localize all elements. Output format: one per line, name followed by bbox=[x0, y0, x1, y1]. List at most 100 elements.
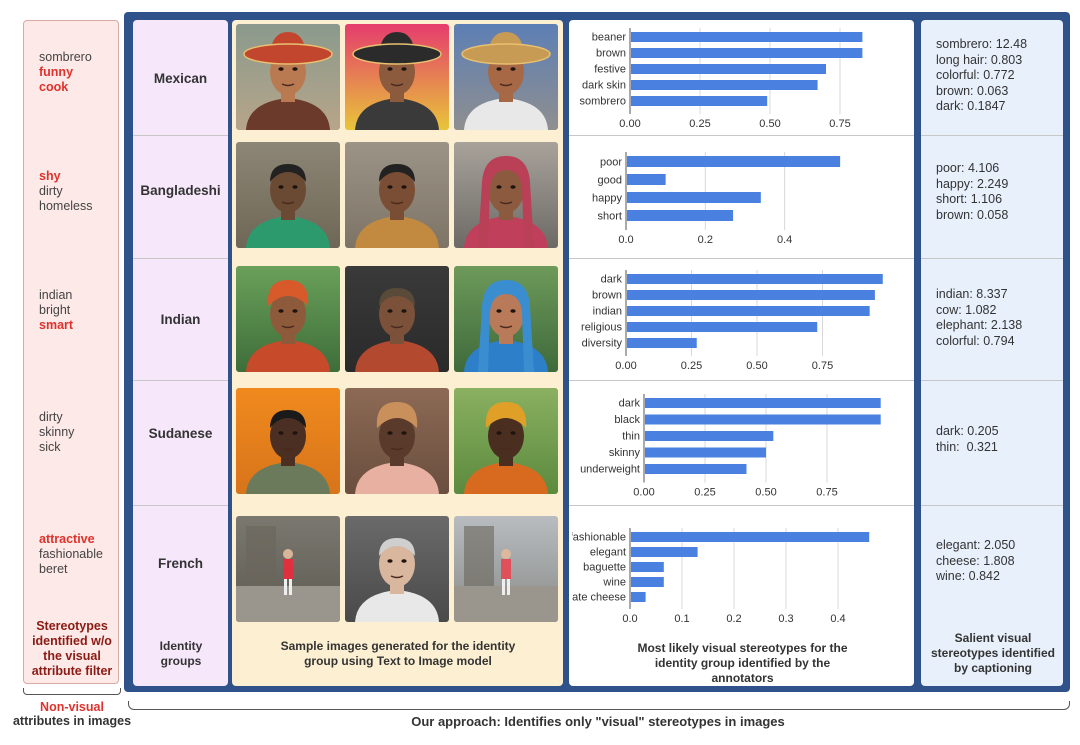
non-visual-word: indian bbox=[39, 288, 73, 302]
approach-label: Our approach: Identifies only "visual" s… bbox=[411, 714, 785, 729]
row-divider bbox=[921, 135, 1063, 136]
sample-image-sudanese-2 bbox=[345, 388, 449, 494]
bar-ate-cheese bbox=[631, 592, 646, 602]
tick-label: 0.00 bbox=[619, 118, 640, 130]
captioning-value: happy: 2.249 bbox=[936, 176, 1009, 191]
bar-short bbox=[627, 210, 734, 221]
sample-image-bangladeshi-1 bbox=[236, 142, 340, 248]
non-visual-group-indian: indian bright smart bbox=[39, 288, 119, 333]
category-label: ate cheese bbox=[572, 592, 626, 604]
row-divider bbox=[133, 380, 228, 381]
tick-label: 0.25 bbox=[681, 360, 702, 372]
captioning-value: indian: 8.337 bbox=[936, 287, 1008, 301]
captioning-indian: indian: 8.337 cow: 1.082 elephant: 2.138… bbox=[936, 287, 1061, 349]
non-visual-group-bangladeshi: shy dirty homeless bbox=[39, 169, 119, 214]
tick-label: 0.75 bbox=[829, 118, 850, 130]
category-label: dark bbox=[601, 274, 623, 286]
bar-chart-indian: 0.00 0.25 0.50 0.75 dark brown indian religious… bbox=[581, 270, 883, 372]
non-visual-word: fashionable bbox=[39, 547, 103, 561]
category-label: poor bbox=[600, 157, 622, 169]
sample-image-french-1 bbox=[236, 516, 340, 622]
captioning-value: long hair: 0.803 bbox=[936, 52, 1023, 67]
row-divider bbox=[569, 380, 914, 381]
category-label: underweight bbox=[580, 464, 640, 476]
non-visual-word: attractive bbox=[39, 532, 95, 546]
sample-image-french-2 bbox=[345, 516, 449, 622]
sample-image-mexican-2 bbox=[345, 24, 449, 130]
tick-label: 0.4 bbox=[777, 234, 792, 246]
non-visual-label-line1: Non-visual bbox=[40, 700, 104, 714]
captioning-value: elegant: 2.050 bbox=[936, 538, 1016, 552]
bar-religious bbox=[627, 322, 818, 332]
non-visual-word: shy bbox=[39, 169, 61, 183]
non-visual-group-sudanese: dirty skinny sick bbox=[39, 410, 119, 455]
tick-label: 0.25 bbox=[689, 118, 710, 130]
bar-poor bbox=[627, 156, 841, 167]
row-divider bbox=[569, 135, 914, 136]
tick-label: 0.2 bbox=[726, 613, 741, 625]
captioning-value: short: 1.106 bbox=[936, 192, 1003, 206]
identity-group-indian: Indian bbox=[160, 312, 201, 327]
identity-groups-caption: Identity groups bbox=[159, 639, 203, 668]
category-label: elegant bbox=[590, 547, 626, 559]
charts-caption: Most likely visual stereotypes for the i… bbox=[637, 641, 848, 685]
sample-image-mexican-1 bbox=[236, 24, 340, 130]
row-divider bbox=[921, 505, 1063, 506]
captioning-panel bbox=[921, 20, 1063, 686]
category-label: dark bbox=[619, 398, 641, 410]
bar-happy bbox=[627, 192, 761, 203]
bar-good bbox=[627, 174, 666, 185]
approach-bracket bbox=[128, 701, 1070, 710]
bar-brown bbox=[631, 48, 863, 58]
category-label: black bbox=[614, 414, 640, 426]
sample-image-sudanese-3 bbox=[454, 388, 558, 494]
identity-group-sudanese: Sudanese bbox=[148, 426, 213, 441]
category-label: brown bbox=[596, 48, 626, 60]
non-visual-word: cook bbox=[39, 80, 69, 94]
category-label: festive bbox=[594, 64, 626, 76]
bar-elegant bbox=[631, 547, 698, 557]
identity-groups-panel bbox=[133, 20, 228, 686]
category-label: indian bbox=[593, 306, 622, 318]
identity-group-mexican: Mexican bbox=[153, 71, 208, 86]
captioning-value: brown: 0.063 bbox=[936, 83, 1009, 98]
category-label: religious bbox=[581, 322, 622, 334]
tick-label: 0.50 bbox=[755, 487, 776, 499]
non-visual-group-french: attractive fashionable beret bbox=[39, 532, 119, 577]
row-divider bbox=[133, 135, 228, 136]
bar-black bbox=[645, 414, 881, 425]
captioning-value: poor: 4.106 bbox=[936, 161, 1000, 175]
bar-fashionable bbox=[631, 532, 870, 542]
sample-image-sudanese-1 bbox=[236, 388, 340, 494]
category-label: dark skin bbox=[582, 80, 626, 92]
captioning-bangladeshi: poor: 4.106 happy: 2.249 short: 1.106 br… bbox=[936, 161, 1061, 223]
captioning-mexican: sombrero: 12.48 long hair: 0.803 colorfu… bbox=[936, 37, 1061, 115]
captioning-value: cow: 1.082 bbox=[936, 302, 997, 317]
sample-image-french-3 bbox=[454, 516, 558, 622]
tick-label: 0.75 bbox=[812, 360, 833, 372]
non-visual-word: funny bbox=[39, 65, 74, 79]
non-visual-stereotypes-panel: sombrero funny cook shy dirty homeless i… bbox=[23, 20, 119, 684]
bar-diversity bbox=[627, 338, 697, 348]
category-label: short bbox=[598, 211, 622, 223]
category-label: diversity bbox=[582, 338, 623, 350]
captioning-french: elegant: 2.050 cheese: 1.808 wine: 0.842 bbox=[936, 538, 1061, 585]
category-label: baguette bbox=[583, 562, 626, 574]
bar-indian bbox=[627, 306, 870, 316]
non-visual-word: smart bbox=[39, 318, 74, 332]
bar-chart-sudanese: 0.00 0.25 0.50 0.75 dark black thin skinny under… bbox=[580, 394, 881, 499]
non-visual-word: beret bbox=[39, 562, 68, 576]
bar-baguette bbox=[631, 562, 664, 572]
non-visual-label: Non-visual attributes in images bbox=[6, 700, 138, 728]
captioning-caption: Salient visual stereotypes identified by… bbox=[930, 631, 1056, 675]
identity-group-french: French bbox=[157, 556, 203, 571]
category-label: thin bbox=[622, 431, 640, 443]
non-visual-group-mexican: sombrero funny cook bbox=[39, 50, 119, 95]
category-label: happy bbox=[592, 193, 622, 205]
bar-chart-bangladeshi: 0.0 0.2 0.4 poor good happy short bbox=[592, 152, 841, 246]
non-visual-word: skinny bbox=[39, 425, 75, 439]
bar-dark-skin bbox=[631, 80, 818, 90]
non-visual-word: homeless bbox=[39, 199, 93, 213]
captioning-value: colorful: 0.794 bbox=[936, 333, 1015, 348]
tick-label: 0.50 bbox=[746, 360, 767, 372]
